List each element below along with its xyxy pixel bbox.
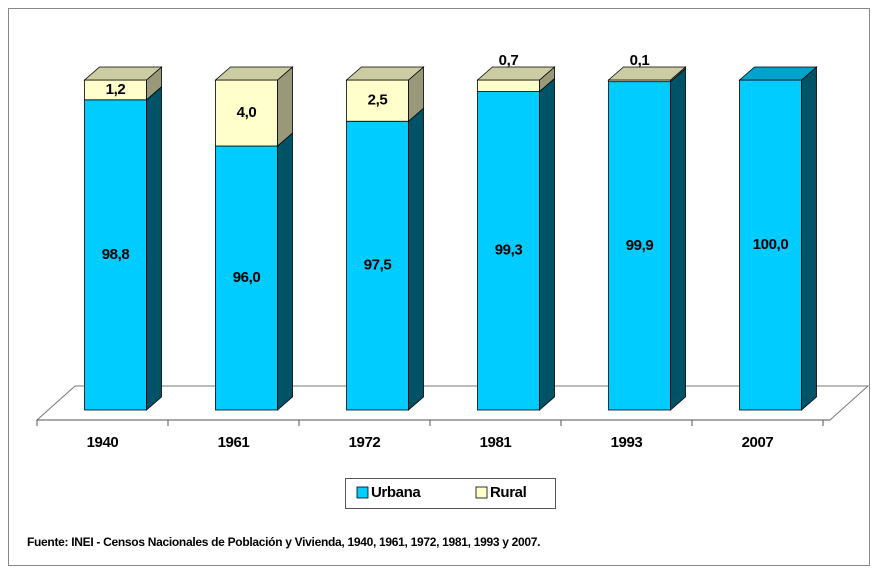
data-label: 98,8: [102, 246, 130, 263]
footnote: Fuente: INEI - Censos Nacionales de Pobl…: [27, 535, 540, 549]
x-tick-label: 1972: [349, 434, 381, 451]
x-tick-label: 1940: [87, 434, 119, 451]
legend-label: Urbana: [371, 484, 421, 501]
bar-top: [476, 66, 556, 81]
data-label: 0,1: [630, 52, 650, 69]
bar-side: [801, 66, 817, 411]
data-label: 97,5: [364, 257, 392, 274]
x-tick-label: 1961: [218, 434, 250, 451]
x-tick-label: 1993: [611, 434, 643, 451]
bar: [477, 79, 540, 92]
bar-top: [738, 66, 818, 81]
data-label: 99,9: [626, 237, 654, 254]
bar-top: [345, 66, 425, 81]
data-label: 4,0: [237, 104, 257, 121]
bar-side: [146, 85, 162, 411]
data-label: 99,3: [495, 242, 523, 259]
data-label: 96,0: [233, 269, 261, 286]
bar-side: [408, 107, 424, 411]
data-label: 1,2: [106, 81, 126, 98]
bar-side: [670, 67, 686, 411]
data-label: 100,0: [753, 236, 789, 253]
data-label: 0,7: [499, 52, 519, 69]
bar: [215, 79, 278, 147]
bar: [608, 81, 671, 411]
bar-side: [277, 66, 293, 147]
bar-top: [83, 66, 163, 81]
data-label: 2,5: [368, 92, 388, 109]
bar-side: [277, 132, 293, 411]
x-tick-label: 1981: [480, 434, 512, 451]
bar: [215, 145, 278, 411]
legend-swatch: [475, 486, 488, 499]
bar-top: [607, 66, 687, 81]
bar: [346, 120, 409, 411]
bar: [739, 79, 802, 411]
legend-box: [345, 478, 556, 509]
bar-side: [539, 77, 555, 411]
x-tick-label: 2007: [742, 434, 774, 451]
legend-label: Rural: [490, 484, 527, 501]
bar-top: [214, 66, 294, 81]
legend-swatch: [356, 486, 369, 499]
